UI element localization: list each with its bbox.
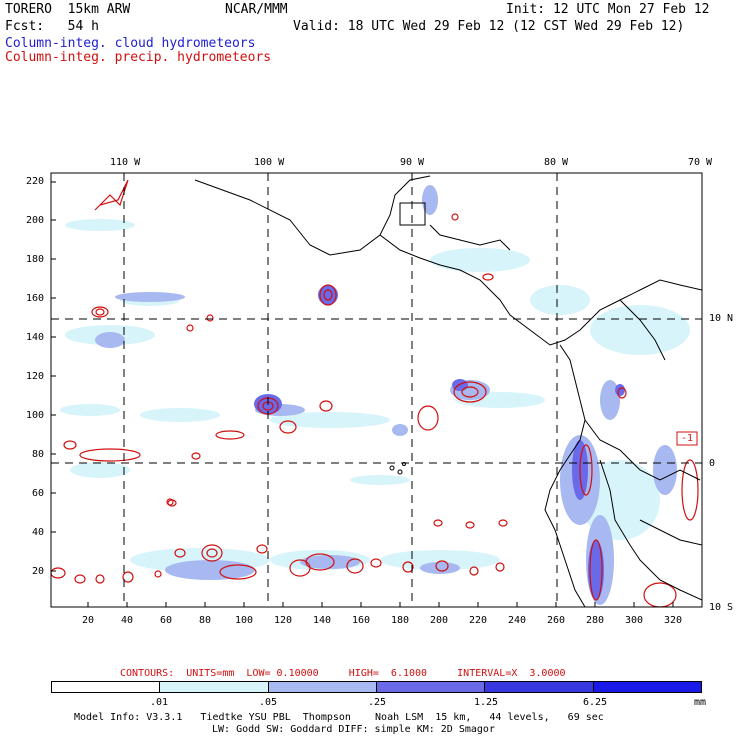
field-cloud-label: Column-integ. cloud hydrometeors (5, 36, 256, 51)
init-time: Init: 12 UTC Mon 27 Feb 12 (506, 2, 710, 17)
y-tick-label: 180 (26, 254, 45, 265)
x-tick-label: 160 (352, 615, 371, 626)
y-tick-label: 220 (26, 176, 45, 187)
x-tick-label: 300 (625, 615, 644, 626)
colorbar-bin (52, 682, 161, 692)
marker-box-label: -1 (681, 433, 694, 444)
marker-box (676, 431, 698, 446)
x-tick-label: 140 (313, 615, 332, 626)
field-precip-label: Column-integ. precip. hydrometeors (5, 50, 272, 65)
colorbar-label: .05 (259, 697, 278, 708)
colorbar-bin (593, 682, 701, 692)
colorbar-bin (485, 682, 594, 692)
cloud-medium-areas (95, 185, 677, 605)
colorbar-label: .01 (150, 697, 169, 708)
model-title: TORERO 15km ARW (5, 2, 131, 17)
map-area (51, 173, 702, 607)
x-tick-label: 100 (235, 615, 254, 626)
y-tick-label: 20 (32, 566, 45, 577)
colorbar-bin (160, 682, 269, 692)
colorbar (51, 681, 702, 693)
x-tick-label: 60 (160, 615, 173, 626)
lon-label-80w: 80 W (544, 157, 569, 168)
organization: NCAR/MMM (225, 2, 288, 17)
lat-label-10n: 10 N (709, 313, 734, 324)
y-tick-label: 60 (32, 488, 45, 499)
x-tick-label: 320 (664, 615, 683, 626)
lon-label-100w: 100 W (254, 157, 285, 168)
forecast-hour: Fcst: 54 h (5, 19, 99, 34)
x-tick-label: 40 (121, 615, 134, 626)
contour-info: CONTOURS: UNITS=mm LOW= 0.10000 HIGH= 6.… (120, 668, 566, 679)
valid-time: Valid: 18 UTC Wed 29 Feb 12 (12 CST Wed … (293, 19, 685, 34)
x-axis-ticks (87, 602, 674, 607)
colorbar-bin (376, 682, 486, 692)
colorbar-label: 1.25 (474, 697, 499, 708)
precip-contours (51, 179, 699, 607)
x-tick-label: 180 (391, 615, 410, 626)
x-tick-label: 280 (586, 615, 605, 626)
coastlines (194, 175, 702, 607)
y-tick-label: 120 (26, 371, 45, 382)
colorbar-label: .25 (368, 697, 387, 708)
x-tick-label: 80 (199, 615, 212, 626)
lon-label-70w: 70 W (688, 157, 713, 168)
x-tick-label: 260 (547, 615, 566, 626)
y-tick-label: 100 (26, 410, 45, 421)
x-tick-label: 120 (274, 615, 293, 626)
y-tick-label: 80 (32, 449, 45, 460)
model-info: Model Info: V3.3.1 Tiedtke YSU PBL Thomp… (74, 712, 604, 723)
lon-label-90w: 90 W (400, 157, 425, 168)
y-tick-label: 160 (26, 293, 45, 304)
y-tick-label: 140 (26, 332, 45, 343)
x-tick-label: 240 (508, 615, 527, 626)
lat-label-10s: 10 S (709, 602, 734, 613)
colorbar-unit: mm (694, 697, 707, 708)
lon-label-110w: 110 W (110, 157, 141, 168)
lat-lon-grid (51, 173, 702, 607)
y-tick-label: 200 (26, 215, 45, 226)
y-axis-ticks (51, 181, 56, 572)
lat-label-0: 0 (709, 458, 716, 469)
colorbar-label: 6.25 (583, 697, 608, 708)
y-tick-label: 40 (32, 527, 45, 538)
x-tick-label: 220 (469, 615, 488, 626)
colorbar-bin (268, 682, 377, 692)
map-frame (50, 172, 703, 608)
model-physics: LW: Godd SW: Goddard DIFF: simple KM: 2D… (212, 724, 495, 735)
x-tick-label: 200 (430, 615, 449, 626)
x-tick-label: 20 (82, 615, 95, 626)
